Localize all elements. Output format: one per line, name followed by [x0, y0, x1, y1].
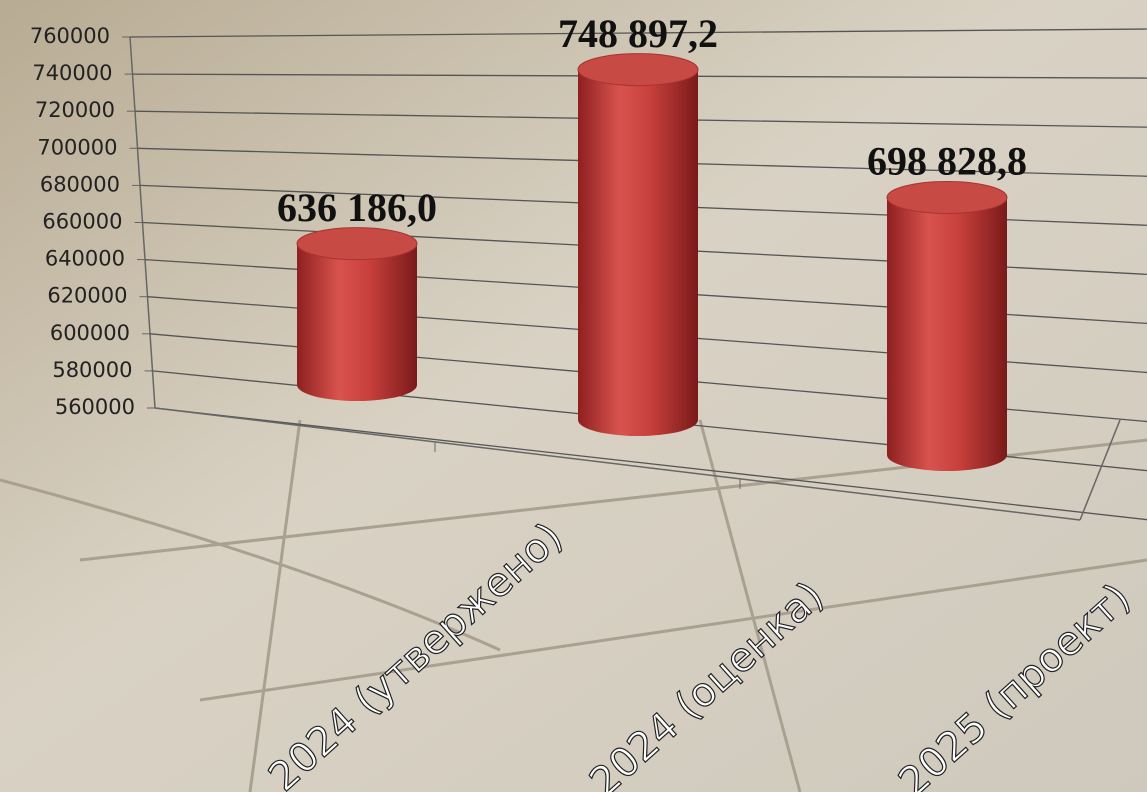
grid-line [129, 28, 1147, 38]
y-tick-label: 560000 [55, 395, 135, 419]
data-label: 698 828,8 [867, 139, 1027, 184]
y-tick-label: 600000 [50, 321, 130, 345]
y-tick-label: 740000 [32, 61, 112, 85]
bar [297, 243, 417, 401]
y-tick-label: 760000 [30, 24, 110, 48]
y-tick-label: 680000 [40, 172, 120, 196]
background-pattern [0, 419, 1147, 792]
y-tick-label: 640000 [45, 247, 125, 271]
y-tick-label: 720000 [35, 98, 115, 122]
y-tick-label: 580000 [52, 358, 132, 382]
x-axis [154, 407, 1081, 521]
data-label: 636 186,0 [277, 185, 437, 230]
bar-top [577, 53, 699, 87]
y-tick-label: 620000 [47, 284, 127, 308]
bar [887, 197, 1007, 471]
grid-line [154, 407, 1147, 521]
bar-group [296, 227, 418, 401]
y-tick-label: 660000 [42, 210, 122, 234]
bar-group [886, 180, 1008, 471]
bar [578, 69, 698, 436]
bar-group [577, 53, 699, 436]
floor-edge [1079, 419, 1121, 521]
bar-top [886, 180, 1008, 214]
y-tick-label: 700000 [37, 135, 117, 159]
bar-top [296, 227, 418, 261]
data-label: 748 897,2 [558, 11, 718, 56]
